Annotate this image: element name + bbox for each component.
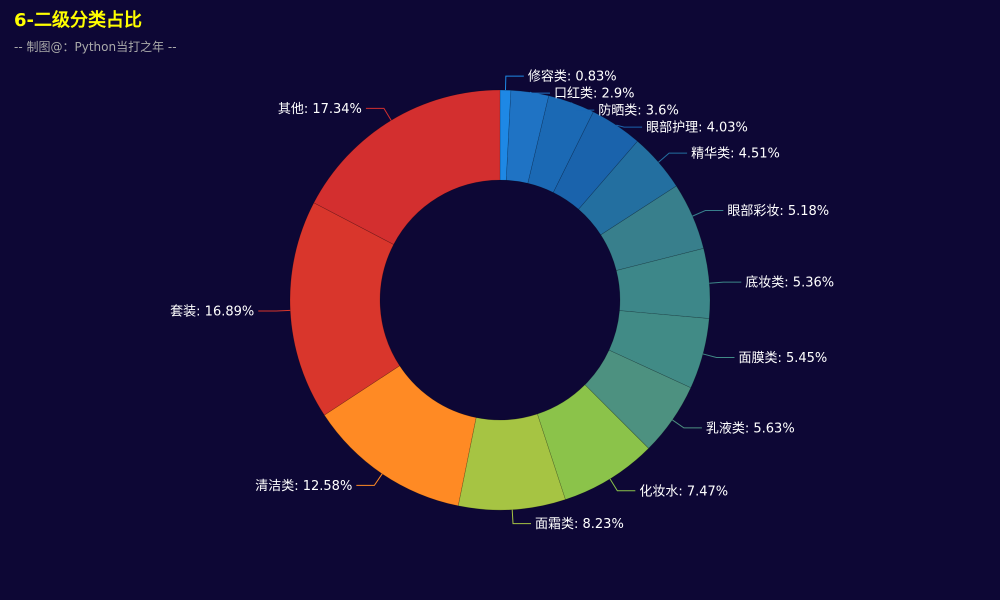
slice-8[interactable] <box>608 310 710 389</box>
label-line-9 <box>672 419 702 429</box>
slice-label-12: 清洁类: 12.58% <box>255 479 352 494</box>
label-line-3 <box>571 102 595 111</box>
slice-1[interactable] <box>499 89 512 181</box>
slice-label-10: 化妆水: 7.47% <box>639 484 728 499</box>
label-line-6 <box>692 210 724 217</box>
slice-label-5: 精华类: 4.51% <box>691 147 780 162</box>
slice-14[interactable] <box>313 89 501 245</box>
slice-12[interactable] <box>323 365 477 507</box>
label-line-2 <box>529 91 550 94</box>
slice-label-9: 乳液类: 5.63% <box>706 421 795 436</box>
chart-subtitle: -- 制图@：Python当打之年 -- <box>14 40 177 54</box>
label-line-1 <box>504 75 524 91</box>
label-line-14 <box>365 107 392 121</box>
label-line-12 <box>356 473 383 486</box>
slice-label-4: 眼部护理: 4.03% <box>646 121 748 136</box>
slice-label-14: 其他: 17.34% <box>278 102 362 117</box>
slice-label-2: 口红类: 2.9% <box>554 86 635 102</box>
slice-label-7: 底妆类: 5.36% <box>745 275 834 291</box>
slice-4[interactable] <box>552 111 638 210</box>
slice-label-11: 面霜类: 8.23% <box>535 517 624 532</box>
slice-9[interactable] <box>584 349 692 449</box>
label-line-11 <box>511 509 532 525</box>
label-line-13 <box>258 309 291 312</box>
label-line-5 <box>658 152 688 163</box>
slice-label-1: 修容类: 0.83% <box>528 69 617 85</box>
slice-label-8: 面膜类: 5.45% <box>738 351 827 366</box>
slice-7[interactable] <box>615 248 711 319</box>
slice-label-6: 眼部彩妆: 5.18% <box>727 204 829 219</box>
slice-label-13: 套装: 16.89% <box>170 304 254 320</box>
slice-13[interactable] <box>289 202 401 416</box>
chart-title: 6-二级分类占比 <box>14 10 142 31</box>
slice-11[interactable] <box>457 413 566 511</box>
label-line-8 <box>702 353 735 359</box>
label-line-4 <box>616 124 643 128</box>
label-line-10 <box>609 478 636 492</box>
slice-label-3: 防晒类: 3.6% <box>598 103 679 119</box>
label-line-7 <box>709 281 742 284</box>
slice-2[interactable] <box>505 89 550 184</box>
